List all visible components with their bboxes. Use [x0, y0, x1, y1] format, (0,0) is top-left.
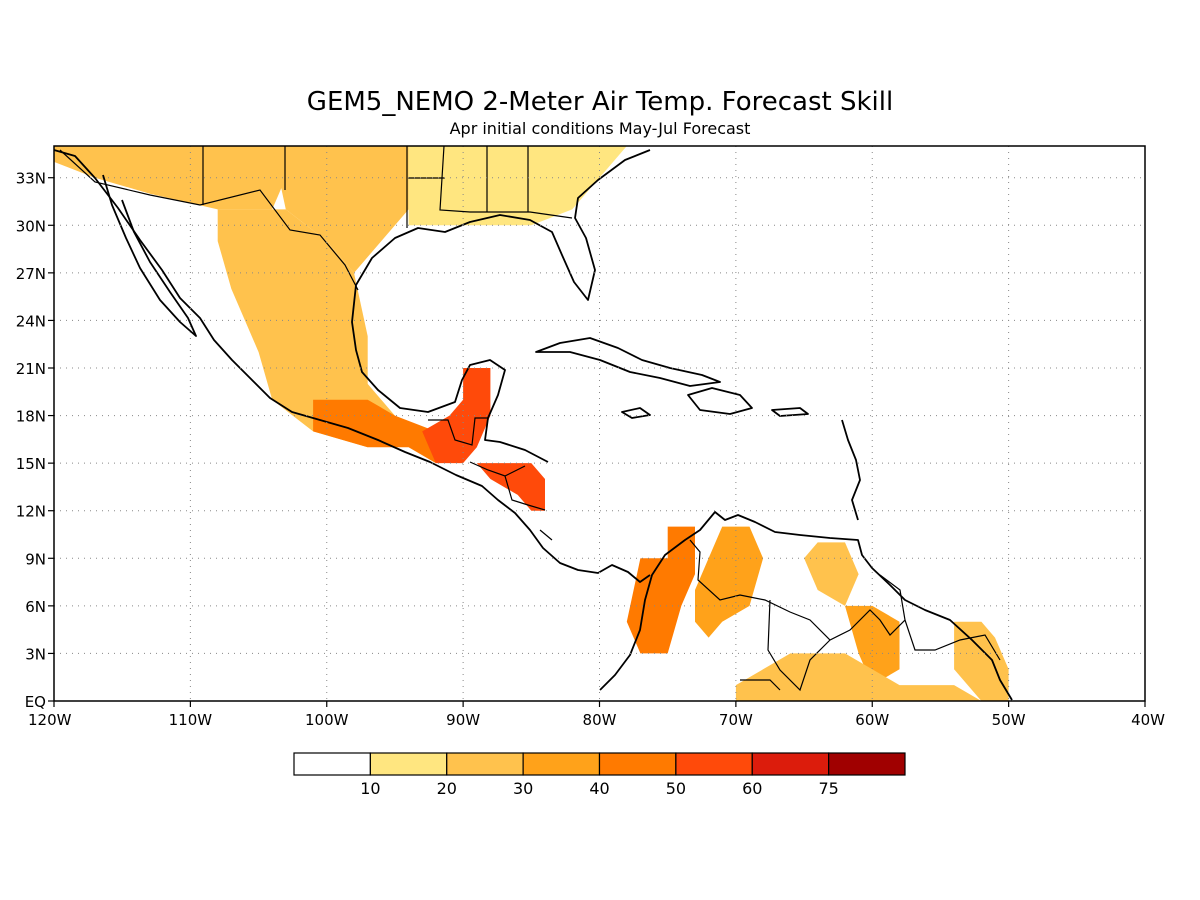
colorbar-label: 75 — [818, 779, 838, 798]
border-guatemala-belize — [428, 417, 553, 541]
y-tick-label: 27N — [16, 265, 46, 283]
coastline-gulf-of-mexico — [351, 149, 651, 463]
y-tick-label: 15N — [16, 455, 46, 473]
skill-region-southeast-us — [408, 146, 627, 226]
coastline-puerto-rico — [771, 407, 809, 417]
colorbar-swatch — [293, 752, 371, 776]
skill-region-northern-brazil — [735, 653, 982, 701]
coastlines — [53, 149, 1013, 701]
colorbar-label: 50 — [666, 779, 686, 798]
skill-region-venezuela-andes — [695, 526, 764, 638]
map-title: GEM5_NEMO 2-Meter Air Temp. Forecast Ski… — [307, 87, 893, 117]
map-frame — [53, 145, 1146, 702]
skill-region-southern-mexico — [313, 399, 436, 464]
skill-region-orinoco-delta — [804, 542, 859, 606]
skill-region-western-colombia — [626, 526, 695, 654]
y-axis: EQ 3N 6N 9N 12N 15N 18N 21N 24N 27N 30N 33N — [16, 170, 54, 711]
coastline-hispaniola — [687, 387, 753, 415]
lat-lon-grid — [54, 146, 1145, 701]
coastline-jamaica — [621, 407, 651, 419]
colorbar-swatch — [598, 752, 677, 776]
map-subtitle: Apr initial conditions May-Jul Forecast — [450, 119, 751, 138]
skill-shading — [54, 146, 1009, 701]
x-tick-label: 80W — [583, 711, 617, 729]
colorbar-label: 40 — [589, 779, 609, 798]
colorbar-swatch — [446, 752, 524, 776]
colorbar-swatch — [751, 752, 830, 776]
y-tick-label: 24N — [16, 312, 46, 330]
colorbar-swatch — [369, 752, 448, 776]
coastline-lesser-antilles — [841, 419, 861, 521]
y-tick-label: EQ — [25, 693, 46, 711]
x-tick-label: 90W — [446, 711, 480, 729]
y-tick-label: 18N — [16, 408, 46, 426]
y-tick-label: 30N — [16, 217, 46, 235]
x-tick-label: 60W — [855, 711, 889, 729]
coastline-south-america — [599, 511, 1013, 701]
colorbar-swatch — [522, 752, 601, 776]
skill-region-guyana-highlands — [845, 605, 900, 686]
y-tick-label: 12N — [16, 503, 46, 521]
y-tick-label: 3N — [25, 645, 46, 663]
y-tick-label: 9N — [25, 550, 46, 568]
border-south-america — [689, 539, 1001, 692]
x-tick-label: 70W — [719, 711, 753, 729]
coastline-north-america — [53, 149, 651, 583]
colorbar-label: 30 — [513, 779, 533, 798]
x-tick-label: 50W — [992, 711, 1026, 729]
skill-region-southwest-us — [54, 146, 286, 210]
colorbar-swatch — [828, 752, 906, 776]
y-tick-label: 21N — [16, 360, 46, 378]
colorbar-label: 10 — [360, 779, 380, 798]
y-tick-label: 33N — [16, 170, 46, 188]
skill-region-texas-mexico-interior — [217, 209, 395, 448]
border-us-mexico — [59, 149, 359, 291]
x-tick-label: 40W — [1131, 711, 1165, 729]
skill-region-french-guiana-amapa — [954, 621, 1009, 701]
skill-region-honduras-nicaragua — [476, 463, 545, 511]
colorbar: 10 20 30 40 50 60 75 — [293, 752, 906, 798]
y-tick-label: 6N — [25, 598, 46, 616]
colorbar-label: 20 — [437, 779, 457, 798]
map-plot-area — [53, 145, 1146, 702]
x-tick-label: 100W — [305, 711, 349, 729]
x-axis: 120W 110W 100W 90W 80W 70W 60W 50W 40W — [28, 701, 1165, 729]
colorbar-label: 60 — [742, 779, 762, 798]
x-tick-label: 110W — [169, 711, 213, 729]
colorbar-swatch — [675, 752, 753, 776]
coastline-cuba — [535, 337, 721, 387]
coastline-baja-california — [102, 174, 197, 337]
x-tick-label: 120W — [28, 711, 72, 729]
